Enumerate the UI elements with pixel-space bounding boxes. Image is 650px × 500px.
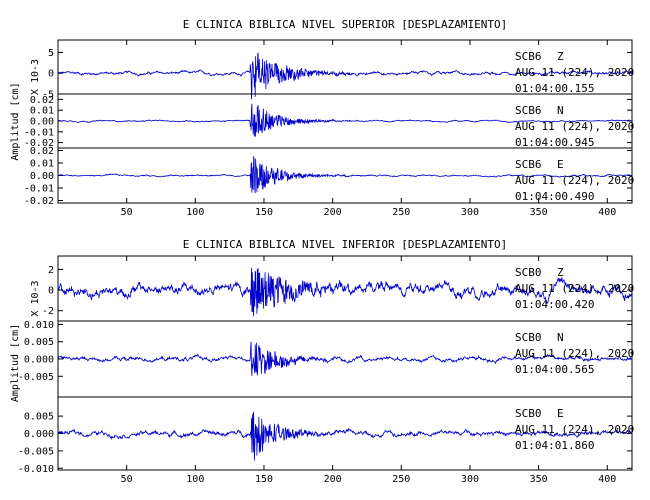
y-tick-label: -0.010 xyxy=(18,464,54,475)
y-tick-label: 0.000 xyxy=(24,355,54,366)
date-label: AUG 11 (224), 2020 xyxy=(515,347,634,360)
component-label: N xyxy=(557,104,564,117)
time-label: 01:04:00.155 xyxy=(515,82,594,95)
y-tick-label: 2 xyxy=(48,265,54,276)
station-label: SCB6 xyxy=(515,104,542,117)
time-label: 01:04:00.420 xyxy=(515,298,594,311)
time-label: 01:04:00.490 xyxy=(515,190,594,203)
station-label: SCB0 xyxy=(515,407,542,420)
component-label: Z xyxy=(557,266,564,279)
component-label: Z xyxy=(557,50,564,63)
x-tick-label: 250 xyxy=(392,207,410,218)
x-tick-label: 100 xyxy=(186,207,204,218)
component-label: E xyxy=(557,407,564,420)
y-tick-label: -0.01 xyxy=(24,184,54,195)
x-tick-label: 200 xyxy=(324,207,342,218)
x-tick-label: 350 xyxy=(530,207,548,218)
y-tick-label: -0.02 xyxy=(24,196,54,207)
date-label: AUG 11 (224), 2020 xyxy=(515,282,634,295)
y-tick-label: -0.02 xyxy=(24,138,54,149)
panel-title: E CLINICA BIBLICA NIVEL INFERIOR [DESPLA… xyxy=(183,238,508,251)
waveform-trace xyxy=(57,52,633,100)
y-tick-label: 0.005 xyxy=(24,412,54,423)
y-tick-label: 0 xyxy=(48,69,54,80)
panel-title: E CLINICA BIBLICA NIVEL SUPERIOR [DESPLA… xyxy=(183,18,508,31)
station-label: SCB6 xyxy=(515,50,542,63)
y-tick-label: 0.01 xyxy=(30,159,54,170)
x-tick-label: 300 xyxy=(461,474,479,485)
y-tick-label: 0.000 xyxy=(24,429,54,440)
x-tick-label: 300 xyxy=(461,207,479,218)
waveform-trace xyxy=(58,341,633,376)
lower-level-panel: E CLINICA BIBLICA NIVEL INFERIOR [DESPLA… xyxy=(10,238,634,485)
y-tick-label: 5 xyxy=(48,48,54,59)
station-label: SCB0 xyxy=(515,266,542,279)
station-label: SCB6 xyxy=(515,158,542,171)
component-label: E xyxy=(557,158,564,171)
time-label: 01:04:00.565 xyxy=(515,363,594,376)
x-tick-label: 150 xyxy=(255,474,273,485)
y-axis-label: Amplitud [cm] xyxy=(10,324,21,402)
y-tick-label: 0.02 xyxy=(30,146,54,157)
date-label: AUG 11 (224), 2020 xyxy=(515,66,634,79)
y-tick-label: -0.01 xyxy=(24,127,54,138)
date-label: AUG 11 (224), 2020 xyxy=(515,120,634,133)
y-tick-label: 0.00 xyxy=(30,117,54,128)
y-tick-label: -0.005 xyxy=(18,446,54,457)
x-tick-label: 50 xyxy=(121,474,133,485)
y-tick-label: 0.010 xyxy=(24,320,54,331)
y-tick-label: 0 xyxy=(48,286,54,297)
x-tick-label: 200 xyxy=(324,474,342,485)
time-label: 01:04:01.860 xyxy=(515,439,594,452)
scale-label: X 10-3 xyxy=(30,59,41,95)
time-label: 01:04:00.945 xyxy=(515,136,594,149)
x-tick-label: 50 xyxy=(121,207,133,218)
waveform-trace xyxy=(57,156,633,194)
y-tick-label: -0.005 xyxy=(18,372,54,383)
waveform-trace xyxy=(57,411,633,461)
component-label: N xyxy=(557,331,564,344)
x-tick-label: 150 xyxy=(255,207,273,218)
y-axis-label: Amplitud [cm] xyxy=(10,82,21,160)
y-tick-label: -2 xyxy=(42,306,54,317)
scale-label: X 10-3 xyxy=(30,280,41,316)
y-tick-label: 0.02 xyxy=(30,95,54,106)
date-label: AUG 11 (224), 2020 xyxy=(515,174,634,187)
waveform-trace xyxy=(57,267,633,317)
x-tick-label: 400 xyxy=(598,474,616,485)
waveform-trace xyxy=(57,103,633,137)
y-tick-label: 0.01 xyxy=(30,106,54,117)
date-label: AUG 11 (224), 2020 xyxy=(515,423,634,436)
station-label: SCB0 xyxy=(515,331,542,344)
x-tick-label: 350 xyxy=(530,474,548,485)
x-tick-label: 100 xyxy=(186,474,204,485)
y-tick-label: 0.00 xyxy=(30,171,54,182)
x-tick-label: 250 xyxy=(392,474,410,485)
x-tick-label: 400 xyxy=(598,207,616,218)
upper-level-panel: E CLINICA BIBLICA NIVEL SUPERIOR [DESPLA… xyxy=(10,18,634,218)
y-tick-label: -5 xyxy=(42,90,54,101)
y-tick-label: 0.005 xyxy=(24,337,54,348)
